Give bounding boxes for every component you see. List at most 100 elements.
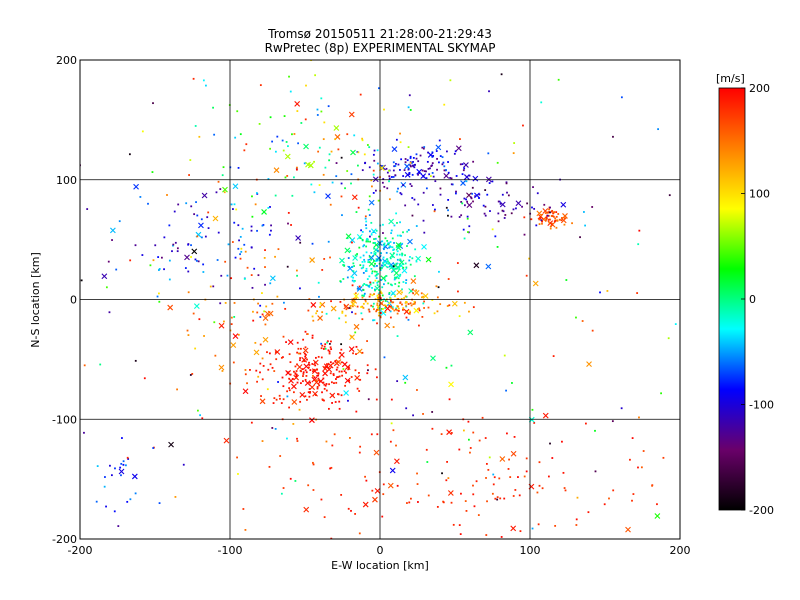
data-point bbox=[382, 262, 385, 264]
data-point bbox=[372, 281, 375, 284]
data-point bbox=[407, 167, 410, 170]
data-point bbox=[365, 245, 368, 248]
data-point bbox=[413, 300, 416, 303]
data-point bbox=[282, 149, 285, 152]
data-point bbox=[406, 245, 408, 247]
data-point bbox=[378, 296, 380, 299]
data-point-x bbox=[374, 285, 381, 292]
data-point bbox=[382, 223, 384, 226]
data-point bbox=[318, 384, 321, 387]
data-point bbox=[311, 242, 314, 245]
data-point bbox=[467, 420, 470, 423]
data-point bbox=[224, 260, 227, 263]
data-point bbox=[267, 368, 270, 371]
data-point bbox=[387, 282, 390, 285]
data-point bbox=[311, 461, 314, 464]
data-point bbox=[432, 155, 435, 157]
data-point bbox=[431, 427, 434, 430]
data-point bbox=[334, 401, 337, 403]
data-point bbox=[439, 193, 442, 196]
data-point bbox=[385, 304, 387, 307]
data-point bbox=[400, 158, 403, 161]
data-point bbox=[463, 301, 466, 304]
data-point bbox=[380, 292, 383, 295]
data-point bbox=[408, 173, 411, 175]
data-point bbox=[372, 242, 375, 244]
colorbar bbox=[718, 87, 746, 511]
data-point bbox=[448, 304, 451, 307]
data-point bbox=[96, 465, 99, 468]
data-point bbox=[395, 276, 398, 279]
data-point bbox=[445, 169, 447, 171]
data-point-x bbox=[304, 380, 311, 386]
data-point bbox=[455, 192, 457, 195]
data-point bbox=[337, 393, 340, 396]
data-point bbox=[384, 300, 387, 302]
data-point bbox=[484, 189, 487, 191]
data-point bbox=[389, 257, 392, 260]
data-point bbox=[317, 372, 320, 374]
data-point bbox=[463, 429, 465, 432]
data-point bbox=[491, 492, 494, 495]
data-point bbox=[233, 302, 236, 304]
data-point bbox=[387, 243, 390, 246]
data-point bbox=[377, 307, 380, 309]
data-point bbox=[288, 377, 291, 380]
data-point bbox=[355, 211, 358, 213]
data-point bbox=[277, 248, 280, 251]
data-point-x bbox=[198, 222, 204, 229]
data-point bbox=[361, 139, 364, 142]
data-point bbox=[380, 299, 383, 301]
data-point bbox=[320, 356, 323, 359]
data-point bbox=[306, 358, 308, 361]
data-point bbox=[365, 220, 368, 223]
data-point bbox=[427, 306, 430, 309]
data-point bbox=[636, 292, 639, 294]
data-point bbox=[564, 489, 567, 492]
data-point-x bbox=[325, 193, 331, 200]
data-point bbox=[388, 242, 390, 245]
data-point bbox=[362, 245, 365, 248]
data-point bbox=[182, 463, 185, 466]
data-point bbox=[447, 171, 450, 174]
data-point bbox=[443, 169, 446, 172]
data-point bbox=[373, 238, 375, 240]
data-point bbox=[409, 157, 412, 160]
data-point bbox=[497, 200, 500, 203]
data-point bbox=[317, 150, 320, 153]
data-point bbox=[396, 221, 398, 224]
data-point bbox=[251, 215, 254, 218]
data-point bbox=[83, 431, 85, 434]
data-point bbox=[387, 260, 389, 263]
data-point bbox=[335, 162, 338, 164]
data-point bbox=[485, 477, 487, 479]
data-point bbox=[433, 210, 436, 213]
data-point bbox=[147, 202, 149, 205]
data-point bbox=[314, 364, 317, 367]
data-point bbox=[192, 312, 195, 315]
data-point bbox=[412, 292, 415, 295]
data-point bbox=[441, 472, 443, 475]
data-point bbox=[468, 310, 470, 313]
data-point bbox=[184, 267, 187, 269]
data-point bbox=[492, 483, 495, 486]
data-point-x bbox=[303, 506, 310, 513]
data-point bbox=[408, 94, 411, 97]
data-point bbox=[546, 214, 549, 217]
data-point bbox=[330, 300, 332, 303]
y-tick-label: -100 bbox=[52, 413, 77, 426]
data-point bbox=[335, 175, 338, 178]
data-point bbox=[99, 363, 102, 366]
data-point bbox=[295, 373, 298, 376]
data-point bbox=[484, 205, 487, 208]
data-point bbox=[286, 395, 289, 398]
data-point bbox=[282, 385, 285, 388]
data-point bbox=[316, 310, 319, 313]
data-point-x bbox=[291, 383, 297, 390]
data-point bbox=[391, 307, 394, 310]
data-point bbox=[561, 217, 563, 219]
data-point bbox=[174, 241, 177, 244]
data-point bbox=[359, 264, 362, 267]
data-point bbox=[358, 246, 361, 249]
data-point bbox=[386, 258, 388, 261]
